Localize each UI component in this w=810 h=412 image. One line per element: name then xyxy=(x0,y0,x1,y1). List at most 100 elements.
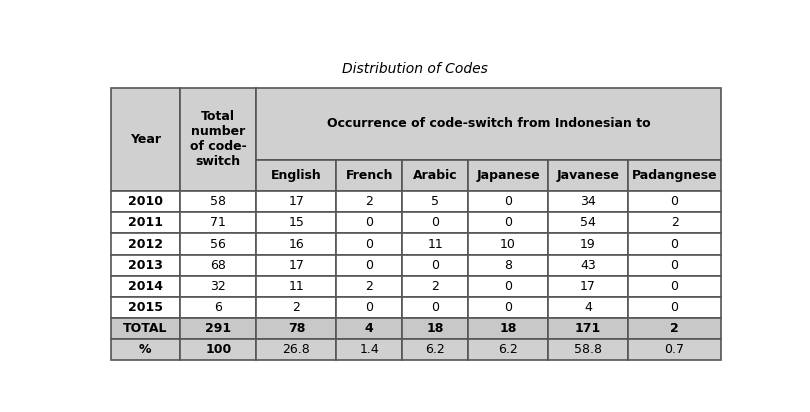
Text: 0: 0 xyxy=(671,301,679,314)
Bar xyxy=(257,318,336,339)
Text: 0: 0 xyxy=(431,216,439,229)
Text: 68: 68 xyxy=(211,259,226,272)
Text: 71: 71 xyxy=(211,216,226,229)
Text: 5: 5 xyxy=(431,195,439,208)
Text: Distribution of Codes: Distribution of Codes xyxy=(342,62,488,76)
Bar xyxy=(336,276,403,297)
Text: 0: 0 xyxy=(504,301,512,314)
Text: Javanese: Javanese xyxy=(556,169,620,182)
Bar xyxy=(111,318,180,339)
Text: 32: 32 xyxy=(211,280,226,293)
Text: 56: 56 xyxy=(211,238,226,250)
Text: 34: 34 xyxy=(580,195,595,208)
Bar xyxy=(336,191,403,212)
Text: 0: 0 xyxy=(365,238,373,250)
Text: 2010: 2010 xyxy=(128,195,163,208)
Text: 4: 4 xyxy=(364,322,373,335)
Bar xyxy=(257,234,336,255)
Text: 2: 2 xyxy=(671,216,679,229)
Text: 18: 18 xyxy=(427,322,444,335)
Text: French: French xyxy=(346,169,393,182)
Text: 6.2: 6.2 xyxy=(498,343,518,356)
Bar xyxy=(180,297,257,318)
Bar xyxy=(257,212,336,234)
Text: 0: 0 xyxy=(671,259,679,272)
Bar xyxy=(468,160,548,191)
Bar xyxy=(111,297,180,318)
Bar xyxy=(257,297,336,318)
Text: Padangnese: Padangnese xyxy=(632,169,718,182)
Bar xyxy=(548,318,628,339)
Bar xyxy=(180,234,257,255)
Bar xyxy=(468,276,548,297)
Text: 0: 0 xyxy=(365,259,373,272)
Text: 0: 0 xyxy=(671,238,679,250)
Text: Year: Year xyxy=(130,133,161,146)
Bar xyxy=(336,318,403,339)
Bar xyxy=(548,234,628,255)
Text: 2: 2 xyxy=(292,301,301,314)
Text: 0: 0 xyxy=(671,280,679,293)
Text: 2: 2 xyxy=(365,280,373,293)
Text: 2015: 2015 xyxy=(128,301,163,314)
Bar xyxy=(468,297,548,318)
Text: 8: 8 xyxy=(504,259,512,272)
Text: 0: 0 xyxy=(504,195,512,208)
Bar xyxy=(336,339,403,360)
Text: 0: 0 xyxy=(431,259,439,272)
Bar xyxy=(180,212,257,234)
Text: 2012: 2012 xyxy=(128,238,163,250)
Text: 19: 19 xyxy=(580,238,595,250)
Text: 2: 2 xyxy=(431,280,439,293)
Bar xyxy=(111,87,180,191)
Text: English: English xyxy=(271,169,322,182)
Bar xyxy=(468,191,548,212)
Bar xyxy=(548,255,628,276)
Text: Arabic: Arabic xyxy=(413,169,458,182)
Bar xyxy=(180,87,257,191)
Bar xyxy=(628,339,722,360)
Text: 17: 17 xyxy=(580,280,596,293)
Bar xyxy=(468,255,548,276)
Bar xyxy=(628,318,722,339)
Bar xyxy=(403,191,468,212)
Text: Japanese: Japanese xyxy=(476,169,540,182)
Bar xyxy=(111,276,180,297)
Text: 1.4: 1.4 xyxy=(360,343,379,356)
Text: 0: 0 xyxy=(365,216,373,229)
Text: 2014: 2014 xyxy=(128,280,163,293)
Bar xyxy=(548,191,628,212)
Bar xyxy=(628,191,722,212)
Text: 26.8: 26.8 xyxy=(283,343,310,356)
Text: %: % xyxy=(139,343,151,356)
Bar xyxy=(111,255,180,276)
Text: 11: 11 xyxy=(428,238,443,250)
Text: 0: 0 xyxy=(671,195,679,208)
Bar xyxy=(468,318,548,339)
Bar xyxy=(468,339,548,360)
Text: 6.2: 6.2 xyxy=(425,343,445,356)
Bar xyxy=(111,339,180,360)
Bar xyxy=(403,160,468,191)
Bar xyxy=(336,297,403,318)
Bar xyxy=(336,234,403,255)
Bar xyxy=(336,160,403,191)
Text: 43: 43 xyxy=(580,259,595,272)
Text: 0: 0 xyxy=(504,216,512,229)
Text: 58: 58 xyxy=(211,195,226,208)
Bar xyxy=(548,160,628,191)
Text: 54: 54 xyxy=(580,216,596,229)
Text: 2011: 2011 xyxy=(128,216,163,229)
Bar xyxy=(403,339,468,360)
Text: 0: 0 xyxy=(504,280,512,293)
Text: 58.8: 58.8 xyxy=(573,343,602,356)
Text: 2013: 2013 xyxy=(128,259,163,272)
Text: 16: 16 xyxy=(288,238,305,250)
Bar xyxy=(403,297,468,318)
Bar xyxy=(548,212,628,234)
Bar xyxy=(257,339,336,360)
Bar xyxy=(257,87,722,160)
Bar xyxy=(403,234,468,255)
Bar xyxy=(548,297,628,318)
Bar xyxy=(180,276,257,297)
